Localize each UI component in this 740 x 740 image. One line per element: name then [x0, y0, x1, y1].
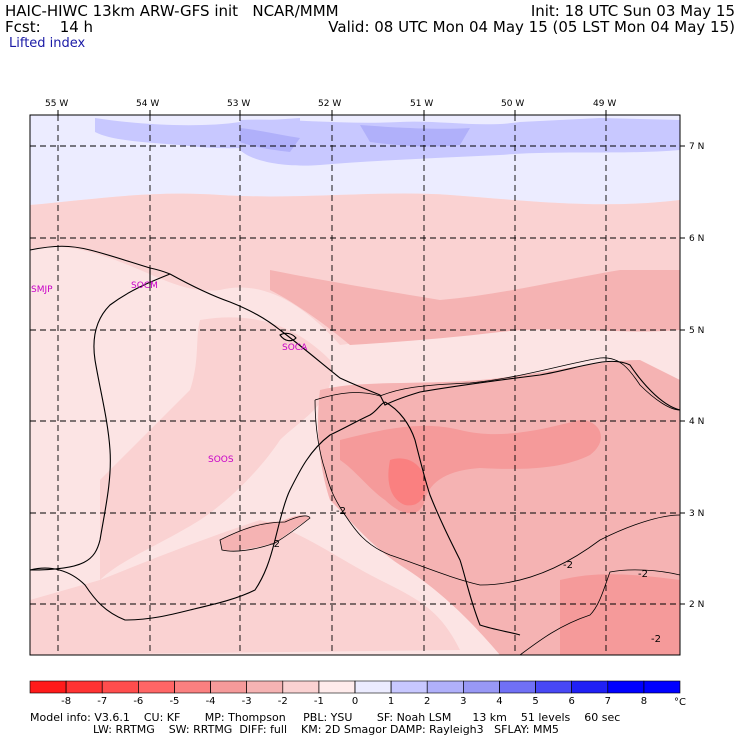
lon-label: 53 W: [227, 99, 250, 109]
colorbar-swatch: [390, 680, 428, 694]
colorbar-swatch: [65, 680, 103, 694]
colorbar-tick-label: 8: [641, 696, 647, 707]
station-label-soca: SOCA: [282, 343, 308, 353]
station-label-socm: SOCM: [131, 281, 158, 291]
colorbar-tick-label: 3: [460, 696, 466, 707]
field-positive-max-1: [360, 125, 470, 147]
lat-label: 6 N: [689, 234, 704, 244]
field-minus1-interior: [100, 317, 332, 580]
colorbar-tick-label: -4: [206, 696, 216, 707]
colorbar-tick-label: 7: [605, 696, 611, 707]
shaded-field: [30, 115, 680, 655]
island-outline: [279, 332, 297, 342]
colorbar-tick-label: -6: [133, 696, 143, 707]
axis-ticks: [57, 110, 685, 605]
lat-label: 4 N: [689, 417, 704, 427]
lon-label: 52 W: [318, 99, 341, 109]
lon-label: 51 W: [410, 99, 433, 109]
border-suriname-west: [29, 273, 171, 571]
field-minus2-north: [270, 270, 680, 345]
colorbar-unit: °C: [674, 697, 686, 708]
field-minus3-southeast: [560, 574, 680, 655]
colorbar-swatch: [29, 680, 67, 694]
lon-label: 55 W: [45, 99, 68, 109]
lat-label: 2 N: [689, 600, 704, 610]
colorbar-tick-label: -8: [61, 696, 71, 707]
colorbar-tick-label: 4: [496, 696, 502, 707]
lon-label: 50 W: [501, 99, 524, 109]
colorbar-tick-label: 1: [388, 696, 394, 707]
colorbar-tick-label: -1: [314, 696, 324, 707]
colorbar-tick-label: 6: [568, 696, 574, 707]
colorbar-swatch: [426, 680, 464, 694]
field-name: Lifted index: [9, 36, 86, 51]
colorbar-tick-label: 2: [424, 696, 430, 707]
colorbar-tick-label: -3: [242, 696, 252, 707]
colorbar-swatch: [318, 680, 356, 694]
contour-label: -2: [651, 634, 661, 645]
colorbar-swatch: [607, 680, 645, 694]
model-info-line-1: Model info: V3.6.1 CU: KF MP: Thompson P…: [30, 711, 621, 724]
contour-label: -2: [638, 569, 648, 580]
colorbar-tick-label: -2: [278, 696, 288, 707]
colorbar-tick-label: -7: [97, 696, 107, 707]
latlon-grid: [30, 115, 680, 655]
contour-label: -2: [336, 506, 346, 517]
field-minus2-island: [220, 515, 310, 551]
field-minus4-core: [388, 458, 426, 506]
contour-label: -2: [563, 560, 573, 571]
colorbar-tick-label: 5: [532, 696, 538, 707]
colorbar-swatch: [463, 680, 500, 694]
station-label-smjp: SMJP: [31, 285, 53, 295]
valid-time: Valid: 08 UTC Mon 04 May 15 (05 LST Mon …: [328, 18, 735, 36]
station-label-soos: SOOS: [208, 455, 234, 465]
lat-label: 7 N: [689, 142, 704, 152]
forecast-hour: Fcst: 14 h: [5, 18, 94, 36]
field-minus1-south: [30, 520, 460, 655]
contour-minus2: [219, 357, 680, 655]
model-info-line-2: LW: RRTMG SW: RRTMG DIFF: full KM: 2D Sm…: [30, 723, 559, 736]
colorbar-swatch: [571, 680, 609, 694]
colorbar-swatch: [210, 680, 247, 694]
lat-label: 5 N: [689, 326, 704, 336]
colorbar-tick-label: -5: [169, 696, 179, 707]
colorbar-swatch: [174, 680, 211, 694]
contour-label: -2: [270, 539, 280, 550]
colorbar-swatch: [354, 680, 392, 694]
colorbar-swatch: [282, 680, 320, 694]
border-suriname-south: [29, 401, 386, 621]
colorbar-swatch: [643, 680, 681, 694]
model-title: HAIC-HIWC 13km ARW-GFS init NCAR/MMM: [5, 2, 339, 20]
colorbar: -8 -7 -6 -5 -4 -3 -2 -1 0 1 2 3 4 5 6 7 8: [29, 680, 681, 707]
lon-label: 54 W: [136, 99, 159, 109]
colorbar-swatch: [535, 680, 572, 694]
lon-label: 49 W: [593, 99, 616, 109]
colorbar-swatch: [246, 680, 284, 694]
border-french-guiana-west: [384, 401, 521, 636]
colorbar-tick-label: 0: [352, 696, 358, 707]
lat-label: 3 N: [689, 509, 704, 519]
colorbar-swatch: [101, 680, 139, 694]
init-time: Init: 18 UTC Sun 03 May 15: [530, 2, 735, 20]
colorbar-swatch: [499, 680, 536, 694]
colorbar-swatch: [138, 680, 175, 694]
map-frame: [29, 114, 681, 656]
